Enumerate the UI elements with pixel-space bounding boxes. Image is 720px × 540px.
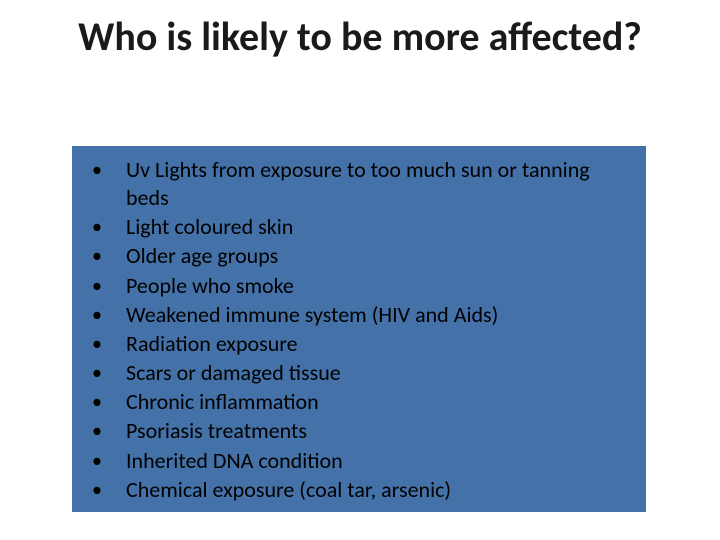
bullet-icon: • <box>86 272 126 300</box>
list-item-text: People who smoke <box>126 272 632 300</box>
list-item: • Inherited DNA condition <box>86 447 632 475</box>
list-item-text: Psoriasis treatments <box>126 417 632 445</box>
list-item: • People who smoke <box>86 272 632 300</box>
bullet-icon: • <box>86 476 126 504</box>
list-item-text: Inherited DNA condition <box>126 447 632 475</box>
bullet-icon: • <box>86 301 126 329</box>
list-item: • Weakened immune system (HIV and Aids) <box>86 301 632 329</box>
list-item-text: Radiation exposure <box>126 330 632 358</box>
list-item-text: Light coloured skin <box>126 213 632 241</box>
bullet-icon: • <box>86 330 126 358</box>
bullet-list: • Uv Lights from exposure to too much su… <box>86 156 632 504</box>
list-item: • Scars or damaged tissue <box>86 359 632 387</box>
list-item: • Older age groups <box>86 242 632 270</box>
list-item: • Chemical exposure (coal tar, arsenic) <box>86 476 632 504</box>
bullet-icon: • <box>86 359 126 387</box>
list-item: • Radiation exposure <box>86 330 632 358</box>
list-item-text: Weakened immune system (HIV and Aids) <box>126 301 632 329</box>
content-box: • Uv Lights from exposure to too much su… <box>72 146 646 512</box>
list-item-text: Older age groups <box>126 242 632 270</box>
list-item-text: Chronic inflammation <box>126 388 632 416</box>
list-item: • Psoriasis treatments <box>86 417 632 445</box>
slide: Who is likely to be more affected? • Uv … <box>0 0 720 540</box>
list-item: • Chronic inflammation <box>86 388 632 416</box>
bullet-icon: • <box>86 213 126 241</box>
list-item-text: Chemical exposure (coal tar, arsenic) <box>126 476 632 504</box>
bullet-icon: • <box>86 417 126 445</box>
slide-title: Who is likely to be more affected? <box>0 14 720 60</box>
bullet-icon: • <box>86 388 126 416</box>
list-item: • Uv Lights from exposure to too much su… <box>86 156 632 212</box>
bullet-icon: • <box>86 447 126 475</box>
bullet-icon: • <box>86 156 126 184</box>
list-item-text: Scars or damaged tissue <box>126 359 632 387</box>
bullet-icon: • <box>86 242 126 270</box>
list-item: • Light coloured skin <box>86 213 632 241</box>
list-item-text: Uv Lights from exposure to too much sun … <box>126 156 632 212</box>
